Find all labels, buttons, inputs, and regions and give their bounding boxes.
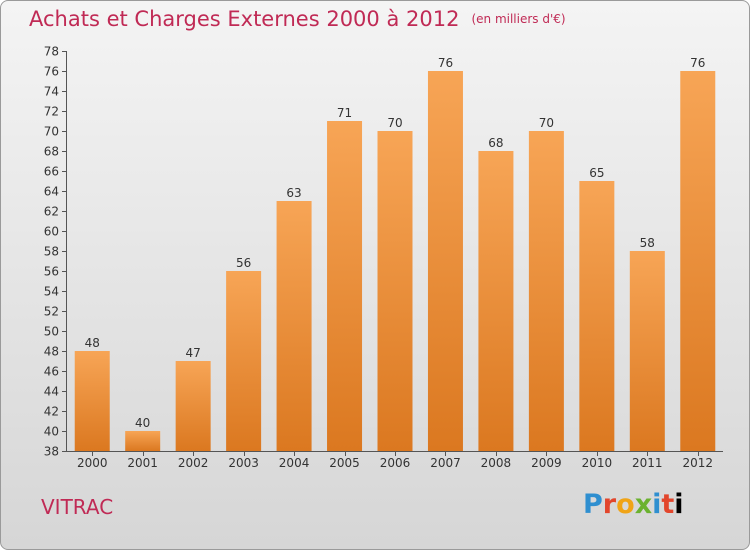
x-tick-label: 2006 [380,456,411,470]
data-label: 48 [85,336,100,350]
x-tick-label: 2010 [582,456,613,470]
y-tick-label: 66 [44,165,59,179]
x-tick-label: 2004 [279,456,310,470]
logo-letter: t [661,489,675,520]
y-tick-label: 48 [44,345,59,359]
bar-2005 [327,121,363,451]
y-tick-label: 44 [44,385,59,399]
data-label: 68 [488,136,503,150]
bar-2011 [629,251,665,451]
y-tick-label: 40 [44,425,59,439]
logo-letter: x [634,489,653,520]
bar-2012 [680,71,716,451]
bar-2008 [478,151,514,451]
data-label: 58 [640,236,655,250]
x-tick-label: 2012 [682,456,713,470]
bar-2007 [427,71,463,451]
y-tick-label: 76 [44,65,59,79]
data-label: 40 [135,416,150,430]
bar-2000 [74,351,110,451]
logo-letter: r [602,489,617,520]
y-tick-label: 60 [44,225,59,239]
y-tick-label: 78 [44,45,59,59]
x-tick-label: 2005 [329,456,360,470]
y-tick-label: 58 [44,245,59,259]
data-label: 71 [337,106,352,120]
logo-letter: i [652,489,662,520]
data-label: 65 [589,166,604,180]
commune-name: VITRAC [41,495,114,519]
x-tick-label: 2000 [77,456,108,470]
y-tick-label: 62 [44,205,59,219]
y-tick-label: 68 [44,145,59,159]
y-tick-label: 42 [44,405,59,419]
title-text: Achats et Charges Externes 2000 à 2012 [29,7,460,31]
data-label: 70 [539,116,554,130]
y-tick-label: 70 [44,125,59,139]
bars: 48 40 47 56 63 71 70 76 68 70 65 58 76 [74,56,716,451]
y-tick-label: 50 [44,325,59,339]
bar-2009 [528,131,564,451]
y-tick-label: 74 [44,85,59,99]
y-tick-label: 46 [44,365,59,379]
data-label: 47 [186,346,201,360]
data-label: 63 [286,186,301,200]
bar-2002 [175,361,211,451]
logo-letter: i [674,489,684,520]
x-tick-label: 2011 [632,456,663,470]
bar-2004 [276,201,312,451]
y-tick-label: 64 [44,185,59,199]
y-tick-label: 52 [44,305,59,319]
x-tick-label: 2002 [178,456,209,470]
bar-2001 [125,431,161,451]
bar-2010 [579,181,615,451]
axes: 38 40 42 44 46 48 50 52 54 56 58 60 62 64 66 68 70 72 74 76… [44,45,723,470]
y-tick-label: 56 [44,265,59,279]
x-tick-label: 2007 [430,456,461,470]
x-tick-label: 2001 [127,456,158,470]
x-tick-label: 2009 [531,456,562,470]
x-tick-label: 2008 [481,456,512,470]
logo-letter: P [583,489,603,520]
chart-title: Achats et Charges Externes 2000 à 2012 (e… [29,7,566,31]
data-label: 76 [438,56,453,70]
logo-letter: o [616,489,635,520]
y-tick-label: 72 [44,105,59,119]
x-tick-label: 2003 [228,456,259,470]
data-label: 56 [236,256,251,270]
proxiti-logo[interactable]: Proxiti [583,489,684,520]
bar-2003 [226,271,262,451]
y-tick-label: 38 [44,445,59,459]
y-tick-label: 54 [44,285,59,299]
data-label: 70 [387,116,402,130]
bar-2006 [377,131,413,451]
data-label: 76 [690,56,705,70]
title-unit: (en milliers d'€) [471,12,566,26]
